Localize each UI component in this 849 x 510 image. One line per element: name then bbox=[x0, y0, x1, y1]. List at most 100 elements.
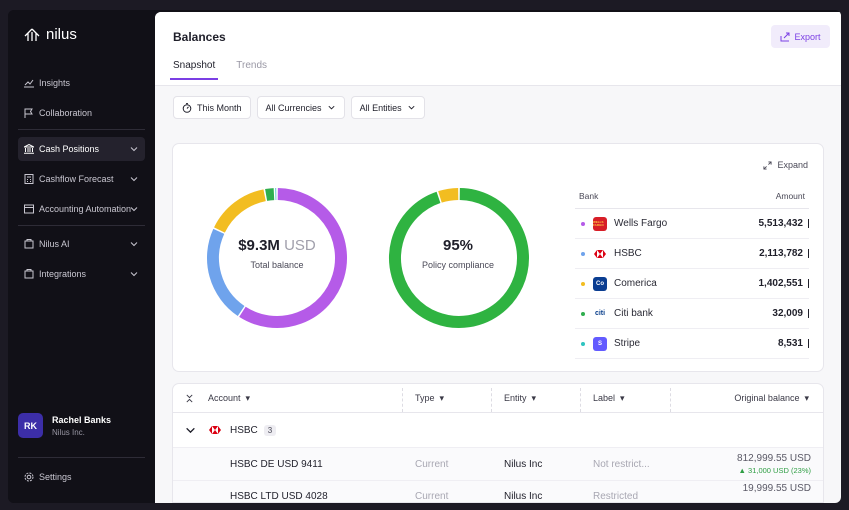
group-row-hsbc[interactable]: HSBC 3 bbox=[173, 413, 823, 448]
policy-compliance-value: 95% bbox=[442, 237, 474, 254]
sidebar-item-integrations[interactable]: Integrations bbox=[18, 262, 145, 286]
settings-link[interactable]: Settings bbox=[24, 472, 72, 482]
policy-compliance-donut bbox=[389, 188, 529, 328]
settings-label: Settings bbox=[39, 472, 72, 482]
page-header: Balances Export Snapshot Trends bbox=[155, 12, 841, 86]
currency-filter-label: All Currencies bbox=[265, 102, 322, 113]
chart-line-icon bbox=[24, 79, 34, 88]
sidebar-item-accounting-automation[interactable]: Accounting Automation bbox=[18, 197, 145, 221]
bank-row[interactable]: HSBC 2,113,782 bbox=[575, 239, 809, 269]
bank-amount: 32,009 bbox=[772, 308, 803, 319]
truncation-mark bbox=[808, 219, 809, 228]
bank-amount: 5,513,432 bbox=[758, 218, 804, 229]
collapse-icon bbox=[186, 394, 193, 402]
bank-row[interactable]: S Stripe 8,531 bbox=[575, 329, 809, 359]
accounts-table: Account ▾ Type ▾ Entity ▾ Label ▾ Original b… bbox=[172, 383, 824, 503]
bank-icon bbox=[24, 144, 34, 154]
donut-charts bbox=[207, 188, 529, 328]
truncation-mark bbox=[808, 249, 809, 258]
column-divider bbox=[580, 388, 581, 412]
user-name: Rachel Banks bbox=[52, 414, 112, 425]
chevron-down-icon bbox=[130, 207, 138, 212]
donut-segment-comerica[interactable] bbox=[214, 189, 267, 233]
bank-rows: WELLS FARGO Wells Fargo 5,513,432 HSBC 2,113… bbox=[575, 209, 809, 359]
user-org: Nilus Inc. bbox=[52, 427, 85, 437]
sidebar-divider bbox=[18, 225, 145, 226]
bank-name: Citi bank bbox=[614, 308, 653, 319]
bank-balances-list: Bank Amount WELLS FARGO Wells Fargo 5,513,… bbox=[575, 184, 809, 359]
expand-label: Expand bbox=[777, 160, 808, 170]
currency-filter[interactable]: All Currencies bbox=[256, 96, 345, 119]
export-icon bbox=[780, 32, 790, 41]
date-filter[interactable]: This Month bbox=[173, 96, 251, 119]
collapse-all-button[interactable] bbox=[185, 384, 194, 412]
column-label[interactable]: Label ▾ bbox=[593, 384, 625, 412]
bank-logo-icon: S bbox=[593, 336, 607, 351]
chevron-down-icon bbox=[328, 105, 335, 110]
user-profile[interactable]: RK Rachel Banks Nilus Inc. bbox=[18, 413, 111, 438]
policy-compliance-summary: 95% Policy compliance bbox=[388, 237, 528, 270]
bank-row[interactable]: citi Citi bank 32,009 bbox=[575, 299, 809, 329]
sidebar-item-cashflow-forecast[interactable]: Cashflow Forecast bbox=[18, 167, 145, 191]
sidebar-item-nilus-ai[interactable]: Nilus AI bbox=[18, 232, 145, 256]
bank-logo-icon: citi bbox=[593, 306, 607, 321]
column-divider bbox=[491, 388, 492, 412]
tab-snapshot[interactable]: Snapshot bbox=[170, 60, 219, 80]
legend-dot bbox=[581, 221, 585, 226]
account-label: Restricted bbox=[593, 491, 639, 502]
entity-filter[interactable]: All Entities bbox=[350, 96, 425, 119]
column-type[interactable]: Type ▾ bbox=[415, 384, 444, 412]
group-name: HSBC 3 bbox=[230, 413, 277, 447]
sidebar-item-insights[interactable]: Insights bbox=[18, 71, 145, 95]
column-label: Original balance bbox=[734, 393, 800, 403]
gear-icon bbox=[24, 472, 34, 482]
table-row[interactable]: HSBC DE USD 9411 Current Nilus Inc Not r… bbox=[173, 448, 823, 481]
bank-amount: 1,402,551 bbox=[758, 278, 804, 289]
sort-caret-icon: ▾ bbox=[439, 392, 445, 403]
column-account[interactable]: Account ▾ bbox=[208, 384, 250, 412]
account-entity: Nilus Inc bbox=[504, 458, 543, 470]
donut-segment-hsbc[interactable] bbox=[207, 228, 245, 316]
account-balance: 812,999.55 USD ▲ 31,000 USD (23%) bbox=[737, 448, 811, 480]
accounts-table-header: Account ▾ Type ▾ Entity ▾ Label ▾ Original b… bbox=[173, 384, 823, 413]
tab-trends[interactable]: Trends bbox=[236, 60, 268, 71]
expand-icon bbox=[763, 160, 773, 170]
table-row[interactable]: HSBC LTD USD 4028 Current Nilus Inc Rest… bbox=[173, 481, 823, 502]
sidebar-item-cash-positions[interactable]: Cash Positions bbox=[18, 137, 145, 161]
column-label: Type bbox=[415, 393, 435, 403]
column-original-balance[interactable]: Original balance ▾ bbox=[734, 384, 809, 412]
donut-segment-compliant[interactable] bbox=[389, 188, 529, 328]
total-balance-unit: USD bbox=[284, 237, 316, 254]
chevron-down-icon bbox=[130, 242, 138, 247]
donut-segment-wells-fargo[interactable] bbox=[239, 188, 347, 328]
tab-bar: Snapshot Trends bbox=[170, 60, 268, 80]
chevron-down-icon bbox=[130, 272, 138, 277]
export-button[interactable]: Export bbox=[771, 25, 830, 48]
nilus-logo[interactable]: nilus bbox=[24, 26, 77, 43]
logo-text: nilus bbox=[46, 26, 77, 43]
avatar: RK bbox=[18, 413, 43, 438]
column-divider bbox=[402, 388, 403, 412]
sidebar-item-collaboration[interactable]: Collaboration bbox=[18, 101, 145, 125]
nilus-logo-icon bbox=[24, 28, 40, 41]
donut-segment-non-compliant[interactable] bbox=[438, 188, 459, 203]
donut-segment-citi-bank[interactable] bbox=[265, 188, 275, 201]
column-entity[interactable]: Entity ▾ bbox=[504, 384, 536, 412]
stopwatch-icon bbox=[182, 102, 192, 113]
calculator-icon bbox=[24, 174, 34, 184]
bank-row[interactable]: Co Comerica 1,402,551 bbox=[575, 269, 809, 299]
balance-change: ▲ 31,000 USD (23%) bbox=[738, 466, 811, 475]
bank-row[interactable]: WELLS FARGO Wells Fargo 5,513,432 bbox=[575, 209, 809, 239]
sidebar-item-label: Insights bbox=[39, 78, 71, 88]
chevron-down-icon bbox=[130, 177, 138, 182]
legend-dot bbox=[581, 311, 585, 316]
column-divider bbox=[670, 388, 671, 412]
truncation-mark bbox=[808, 279, 809, 288]
truncation-mark bbox=[808, 339, 809, 348]
expand-button[interactable]: Expand bbox=[763, 160, 808, 170]
chevron-down-icon[interactable] bbox=[185, 413, 196, 447]
sidebar-item-label: Cash Positions bbox=[39, 144, 100, 154]
bank-amount: 2,113,782 bbox=[759, 248, 803, 259]
hsbc-hexagon-svg bbox=[209, 426, 221, 434]
sidebar-item-label: Collaboration bbox=[39, 108, 93, 118]
